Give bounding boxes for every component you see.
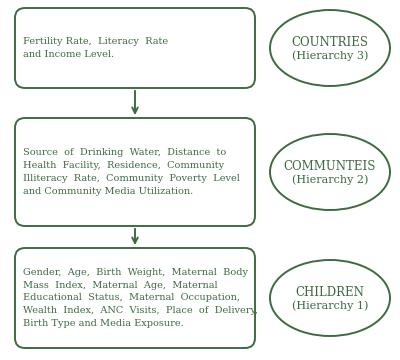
FancyBboxPatch shape <box>15 118 255 226</box>
Text: COUNTRIES: COUNTRIES <box>292 36 368 49</box>
Text: COMMUNTEIS: COMMUNTEIS <box>284 159 376 172</box>
Ellipse shape <box>270 10 390 86</box>
Text: Fertility Rate,  Literacy  Rate
and Income Level.: Fertility Rate, Literacy Rate and Income… <box>23 37 168 59</box>
Text: (Hierarchy 3): (Hierarchy 3) <box>292 51 368 61</box>
FancyBboxPatch shape <box>15 248 255 348</box>
Text: (Hierarchy 1): (Hierarchy 1) <box>292 301 368 311</box>
Text: CHILDREN: CHILDREN <box>296 285 364 298</box>
Text: (Hierarchy 2): (Hierarchy 2) <box>292 175 368 185</box>
Text: Gender,  Age,  Birth  Weight,  Maternal  Body
Mass  Index,  Maternal  Age,  Mate: Gender, Age, Birth Weight, Maternal Body… <box>23 268 258 328</box>
FancyBboxPatch shape <box>15 8 255 88</box>
Ellipse shape <box>270 134 390 210</box>
Text: Source  of  Drinking  Water,  Distance  to
Health  Facility,  Residence,  Commun: Source of Drinking Water, Distance to He… <box>23 148 240 196</box>
Ellipse shape <box>270 260 390 336</box>
